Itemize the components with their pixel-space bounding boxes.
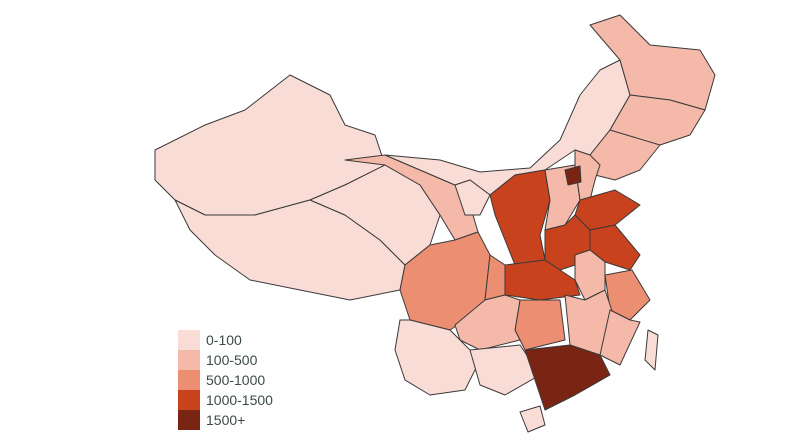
- legend-swatch: [178, 390, 200, 410]
- region-hubei: [504, 259, 581, 301]
- legend-label: 1000-1500: [206, 392, 273, 408]
- region-guizhou: [454, 294, 521, 351]
- region-ningxia: [454, 179, 491, 216]
- legend-item: 500-1000: [178, 370, 273, 390]
- legend-swatch: [178, 370, 200, 390]
- legend-swatch: [178, 330, 200, 350]
- region-taiwan: [644, 329, 659, 371]
- legend: 0-100 100-500 500-1000 1000-1500 1500+: [178, 330, 273, 430]
- region-guangdong: [524, 344, 611, 411]
- region-guangxi: [469, 344, 541, 396]
- legend-item: 100-500: [178, 350, 273, 370]
- region-shaanxi: [489, 169, 551, 266]
- legend-label: 100-500: [206, 352, 258, 368]
- region-heilongjiang: [589, 14, 716, 111]
- region-fujian: [599, 309, 641, 366]
- legend-label: 0-100: [206, 332, 242, 348]
- region-qinghai: [309, 164, 441, 266]
- legend-swatch: [178, 410, 200, 430]
- legend-label: 500-1000: [206, 372, 266, 388]
- legend-item: 1500+: [178, 410, 273, 430]
- legend-label: 1500+: [206, 412, 246, 428]
- region-hunan: [514, 299, 566, 351]
- region-beijing: [564, 165, 582, 186]
- legend-item: 0-100: [178, 330, 273, 350]
- region-yunnan: [394, 319, 481, 396]
- legend-swatch: [178, 350, 200, 370]
- region-hainan: [519, 405, 546, 433]
- legend-item: 1000-1500: [178, 390, 273, 410]
